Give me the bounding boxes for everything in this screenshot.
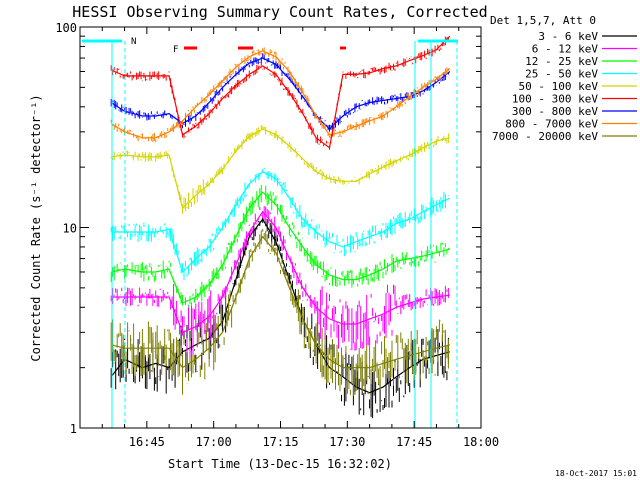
series-line [110,50,451,139]
chart-title: HESSI Observing Summary Count Rates, Cor… [72,3,487,21]
axis-layer: 16:45 17:00 17:15 17:30 17:45 18:00 1 10 100 [55,21,499,449]
series-line [110,218,450,394]
x-tick-label: 17:15 [262,435,298,449]
series-noise [110,184,449,311]
flare-flag-label: F [173,45,178,55]
legend-entry-label: 12 - 25 keV [525,55,598,68]
legend-entry-label: 25 - 50 keV [525,68,598,81]
series-noise [110,36,449,150]
y-tick-label: 100 [55,21,77,35]
legend-entry-label: 3 - 6 keV [538,30,598,43]
y-tick-label: 1 [70,422,77,436]
legend-entry-label: 100 - 300 keV [512,93,598,106]
series-line [111,128,450,210]
legend-entry-label: 7000 - 20000 keV [492,130,598,143]
x-tick-label: 17:30 [329,435,365,449]
legend-entry-label: 6 - 12 keV [532,43,599,56]
series-50-100-kev [110,125,450,214]
series-300-800-kev [110,53,451,132]
flag-layer: NF [82,37,458,428]
legend-entry-label: 800 - 7000 keV [505,118,598,131]
x-tick-label: 17:00 [196,435,232,449]
series-noise [110,228,449,396]
series-100-300-kev [110,35,451,150]
series-800-7000-kev [110,47,451,143]
series-line [111,170,451,274]
series-line [111,210,450,334]
series-7000-20000-kev [110,228,450,396]
x-tick-label: 16:45 [129,435,165,449]
night-flag-label: N [131,37,136,47]
timestamp: 18-Oct-2017 15:01 [555,469,637,478]
x-axis-label: Start Time (13-Dec-15 16:32:02) [168,457,392,471]
legend-title: Det 1,5,7, Att 0 [490,14,596,27]
y-axis-label: Corrected Count Rate (s⁻¹ detector⁻¹) [29,94,43,361]
series-noise [110,206,449,358]
legend-entry-label: 50 - 100 keV [519,80,599,93]
series-noise [110,47,449,143]
series-noise [110,125,449,214]
series-line [111,235,450,369]
series-line [110,35,451,149]
series-layer [110,35,451,419]
series-noise [110,167,449,280]
x-tick-label: 18:00 [463,435,499,449]
y-tick-label: 10 [63,222,77,236]
series-line [111,191,450,304]
series-12-25-kev [110,184,450,311]
series-noise [110,53,449,132]
legend-entry-label: 300 - 800 keV [512,105,598,118]
series-6-12-kev [110,206,450,358]
x-tick-label: 17:45 [396,435,432,449]
series-25-50-kev [110,167,451,280]
series-line [110,57,451,130]
